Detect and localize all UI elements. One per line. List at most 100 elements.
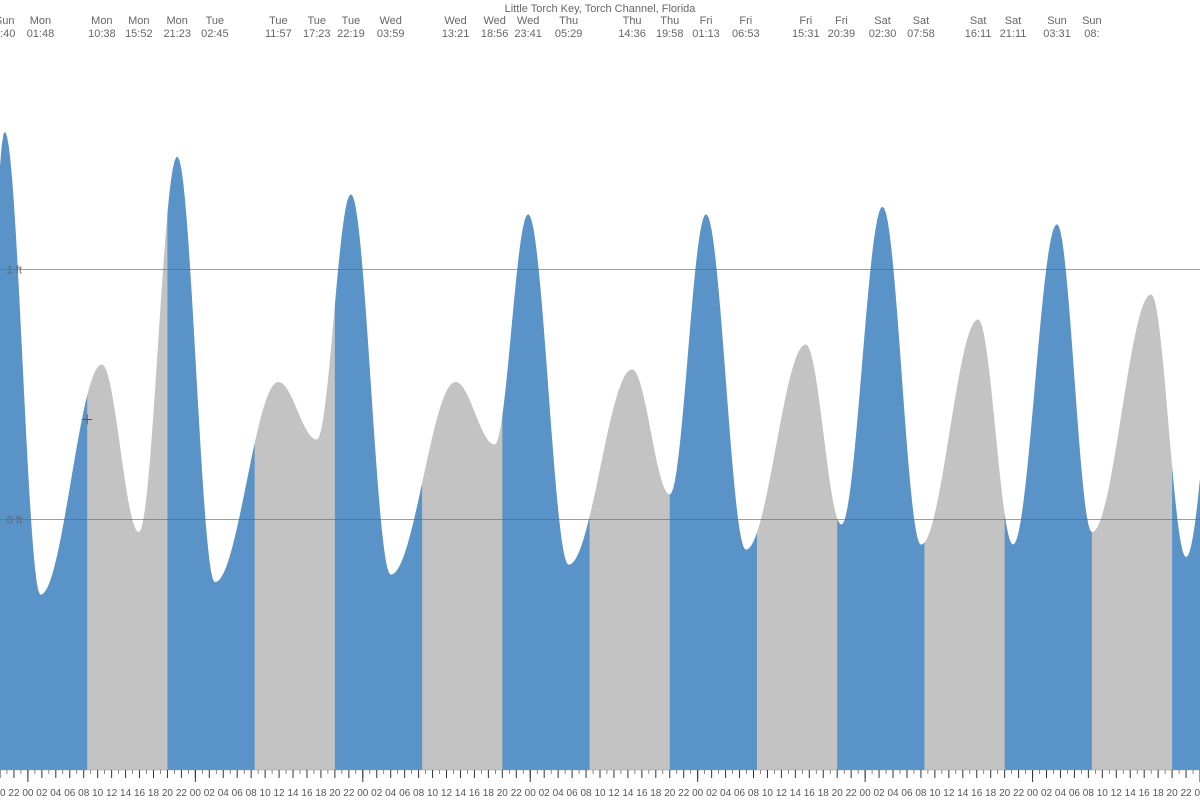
top-day-label: Wed xyxy=(444,15,466,27)
chart-title: Little Torch Key, Torch Channel, Florida xyxy=(505,3,697,15)
top-time-label: 03:59 xyxy=(377,28,405,40)
top-day-label: Sat xyxy=(1005,15,1022,27)
x-tick-label: 16 xyxy=(1139,788,1151,799)
x-tick-label: 18 xyxy=(818,788,830,799)
top-day-label: Tue xyxy=(206,15,225,27)
x-tick-label: 08 xyxy=(915,788,927,799)
x-tick-label: 12 xyxy=(441,788,453,799)
top-time-label: 15:31 xyxy=(792,28,820,40)
x-tick-label: 00 xyxy=(1027,788,1039,799)
y-axis-label: 1 ft xyxy=(7,264,22,276)
x-tick-label: 02 xyxy=(36,788,48,799)
x-tick-label: 18 xyxy=(650,788,662,799)
top-time-label: 08: xyxy=(1084,28,1099,40)
top-day-label: Thu xyxy=(660,15,679,27)
top-day-label: Sun xyxy=(1047,15,1067,27)
x-tick-label: 20 xyxy=(664,788,676,799)
x-tick-label: 14 xyxy=(957,788,969,799)
x-tick-label: 20 xyxy=(832,788,844,799)
x-tick-label: 00 xyxy=(190,788,202,799)
x-tick-label: 02 xyxy=(204,788,216,799)
top-day-label: Tue xyxy=(269,15,288,27)
x-tick-label: 12 xyxy=(106,788,118,799)
top-time-label: 07:58 xyxy=(907,28,935,40)
x-tick-label: 02 xyxy=(1041,788,1053,799)
top-time-label: 05:29 xyxy=(555,28,583,40)
x-tick-label: 04 xyxy=(50,788,62,799)
top-time-label: 11:57 xyxy=(265,28,292,40)
x-tick-label: 22 xyxy=(846,788,858,799)
top-day-label: Sat xyxy=(874,15,891,27)
x-tick-label: 00 xyxy=(692,788,704,799)
top-day-label: Mon xyxy=(30,15,51,27)
top-time-label: 23:41 xyxy=(514,28,542,40)
x-tick-label: 14 xyxy=(287,788,299,799)
top-day-label: Fri xyxy=(799,15,812,27)
y-axis-label: 0 ft xyxy=(7,515,22,527)
x-tick-label: 10 xyxy=(762,788,774,799)
top-time-label: 14:36 xyxy=(618,28,646,40)
top-time-label: 01:48 xyxy=(27,28,55,40)
x-tick-label: 16 xyxy=(636,788,648,799)
x-tick-label: 20 xyxy=(999,788,1011,799)
x-tick-label: 06 xyxy=(64,788,76,799)
x-tick-label: 06 xyxy=(399,788,411,799)
x-tick-label: 22 xyxy=(1013,788,1025,799)
x-tick-label: 12 xyxy=(1111,788,1123,799)
x-tick-label: 16 xyxy=(971,788,983,799)
x-tick-label: 14 xyxy=(455,788,467,799)
x-tick-label: 08 xyxy=(413,788,425,799)
tide-chart: 0 ft 1 ft Little Torch Key, Torch Channel,… xyxy=(0,0,1200,800)
x-tick-label: 10 xyxy=(427,788,439,799)
top-time-label: 02:30 xyxy=(869,28,897,40)
top-day-label: Wed xyxy=(517,15,539,27)
top-day-label: Fri xyxy=(739,15,752,27)
x-tick-label: 04 xyxy=(720,788,732,799)
top-day-label: Sat xyxy=(913,15,930,27)
x-tick-label: 20 xyxy=(329,788,341,799)
x-tick-label: 12 xyxy=(776,788,788,799)
x-tick-label: 00 xyxy=(860,788,872,799)
x-tick-label: 00 xyxy=(357,788,369,799)
top-day-label: Fri xyxy=(700,15,713,27)
x-tick-label: 20 xyxy=(497,788,509,799)
x-tick-label: 08 xyxy=(1083,788,1095,799)
x-tick-label: 08 xyxy=(748,788,760,799)
x-tick-label: 06 xyxy=(901,788,913,799)
x-tick-label: 18 xyxy=(315,788,327,799)
x-tick-label: 10 xyxy=(1097,788,1109,799)
x-tick-label: 18 xyxy=(148,788,160,799)
x-tick-label: 14 xyxy=(790,788,802,799)
top-time-label: 17:23 xyxy=(303,28,331,40)
x-tick-label: 00 xyxy=(22,788,34,799)
x-tick-label: 10 xyxy=(92,788,104,799)
top-time-label: 10:38 xyxy=(88,28,116,40)
x-tick-label: 22 xyxy=(678,788,690,799)
x-tick-label: 16 xyxy=(804,788,816,799)
x-tick-label: 16 xyxy=(301,788,313,799)
x-tick-label: 02 xyxy=(706,788,718,799)
x-tick-label: 08 xyxy=(78,788,90,799)
x-tick-label: 14 xyxy=(120,788,132,799)
top-time-label: 18:56 xyxy=(481,28,509,40)
x-tick-label: 22 xyxy=(8,788,20,799)
top-day-label: Sun xyxy=(1082,15,1102,27)
x-tick-label: 20 xyxy=(0,788,6,799)
x-tick-label: 10 xyxy=(260,788,272,799)
top-time-label: 0:40 xyxy=(0,28,15,40)
x-tick-label: 22 xyxy=(1180,788,1192,799)
top-time-label: 22:19 xyxy=(337,28,365,40)
top-time-label: 01:13 xyxy=(692,28,720,40)
x-tick-label: 12 xyxy=(943,788,955,799)
top-time-label: 06:53 xyxy=(732,28,760,40)
top-day-label: Wed xyxy=(483,15,505,27)
x-tick-label: 00 xyxy=(1194,788,1200,799)
x-tick-label: 14 xyxy=(1125,788,1137,799)
top-time-label: 21:11 xyxy=(1000,28,1027,40)
x-tick-label: 16 xyxy=(469,788,481,799)
x-tick-label: 02 xyxy=(539,788,551,799)
x-tick-label: 14 xyxy=(622,788,634,799)
x-tick-label: 22 xyxy=(176,788,188,799)
x-tick-label: 02 xyxy=(371,788,383,799)
x-tick-label: 04 xyxy=(1055,788,1067,799)
